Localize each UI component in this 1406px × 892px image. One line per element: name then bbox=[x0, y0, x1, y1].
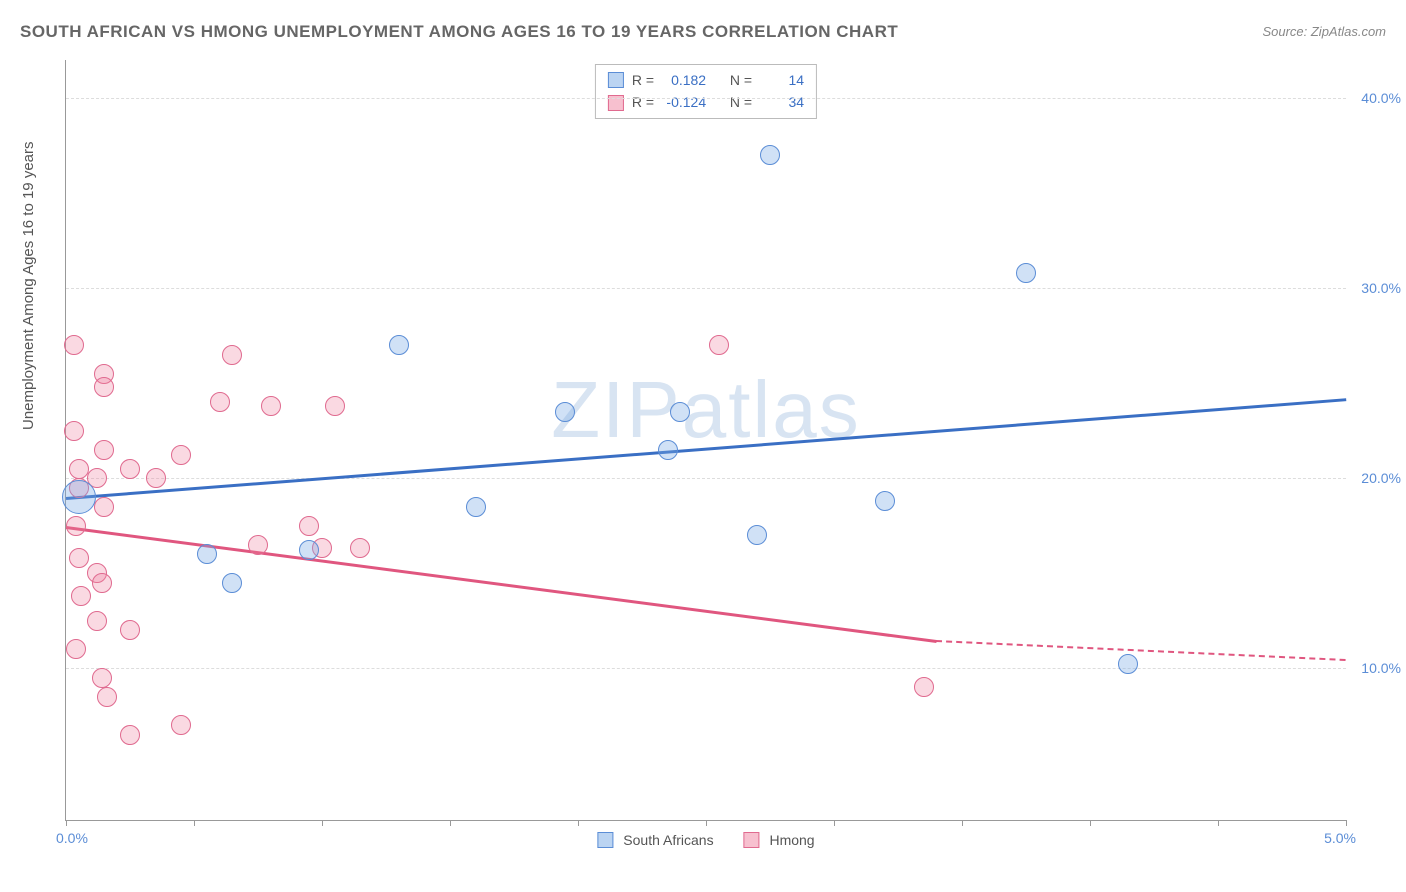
data-point bbox=[69, 459, 89, 479]
data-point bbox=[97, 687, 117, 707]
legend-blue-r-value: 0.182 bbox=[662, 69, 706, 91]
data-point bbox=[248, 535, 268, 555]
y-tick-label: 10.0% bbox=[1351, 660, 1401, 676]
y-tick-label: 20.0% bbox=[1351, 470, 1401, 486]
x-tick bbox=[194, 820, 195, 826]
data-point bbox=[325, 396, 345, 416]
x-tick bbox=[962, 820, 963, 826]
x-tick bbox=[1346, 820, 1347, 826]
data-point bbox=[555, 402, 575, 422]
data-point bbox=[709, 335, 729, 355]
legend-pink-n-value: 34 bbox=[760, 91, 804, 113]
data-point bbox=[760, 145, 780, 165]
data-point bbox=[875, 491, 895, 511]
data-point bbox=[389, 335, 409, 355]
trend-line bbox=[936, 640, 1346, 661]
data-point bbox=[87, 611, 107, 631]
x-tick bbox=[706, 820, 707, 826]
trend-line bbox=[66, 526, 937, 642]
legend-item-hmong: Hmong bbox=[744, 832, 815, 848]
data-point bbox=[350, 538, 370, 558]
data-point bbox=[466, 497, 486, 517]
x-tick bbox=[834, 820, 835, 826]
data-point bbox=[146, 468, 166, 488]
gridline bbox=[66, 478, 1346, 479]
x-tick bbox=[1218, 820, 1219, 826]
legend-swatch-pink bbox=[608, 95, 624, 111]
data-point bbox=[62, 480, 96, 514]
data-point bbox=[69, 548, 89, 568]
x-tick-label: 5.0% bbox=[1324, 830, 1356, 846]
correlation-legend: R = 0.182 N = 14 R = -0.124 N = 34 bbox=[595, 64, 817, 119]
data-point bbox=[171, 715, 191, 735]
data-point bbox=[197, 544, 217, 564]
legend-row-pink: R = -0.124 N = 34 bbox=[608, 91, 804, 113]
legend-n-label: N = bbox=[730, 91, 752, 113]
data-point bbox=[120, 725, 140, 745]
legend-swatch-icon bbox=[744, 832, 760, 848]
data-point bbox=[94, 497, 114, 517]
trend-line bbox=[66, 398, 1346, 499]
data-point bbox=[914, 677, 934, 697]
data-point bbox=[94, 377, 114, 397]
gridline bbox=[66, 288, 1346, 289]
data-point bbox=[222, 573, 242, 593]
legend-blue-n-value: 14 bbox=[760, 69, 804, 91]
gridline bbox=[66, 668, 1346, 669]
data-point bbox=[94, 440, 114, 460]
legend-swatch-icon bbox=[597, 832, 613, 848]
x-tick bbox=[66, 820, 67, 826]
x-tick-label: 0.0% bbox=[56, 830, 88, 846]
legend-label: Hmong bbox=[769, 832, 814, 848]
source-label: Source: ZipAtlas.com bbox=[1262, 24, 1386, 39]
page-title: SOUTH AFRICAN VS HMONG UNEMPLOYMENT AMON… bbox=[20, 22, 898, 41]
legend-item-south-africans: South Africans bbox=[597, 832, 713, 848]
data-point bbox=[210, 392, 230, 412]
legend-row-blue: R = 0.182 N = 14 bbox=[608, 69, 804, 91]
x-tick bbox=[450, 820, 451, 826]
legend-label: South Africans bbox=[623, 832, 713, 848]
data-point bbox=[171, 445, 191, 465]
legend-n-label: N = bbox=[730, 69, 752, 91]
series-legend: South Africans Hmong bbox=[597, 832, 814, 848]
x-tick bbox=[322, 820, 323, 826]
data-point bbox=[261, 396, 281, 416]
legend-swatch-blue bbox=[608, 72, 624, 88]
data-point bbox=[222, 345, 242, 365]
legend-pink-r-value: -0.124 bbox=[662, 91, 706, 113]
data-point bbox=[92, 668, 112, 688]
data-point bbox=[120, 459, 140, 479]
data-point bbox=[71, 586, 91, 606]
data-point bbox=[1118, 654, 1138, 674]
data-point bbox=[92, 573, 112, 593]
data-point bbox=[299, 516, 319, 536]
data-point bbox=[66, 639, 86, 659]
legend-r-label: R = bbox=[632, 69, 654, 91]
y-tick-label: 40.0% bbox=[1351, 90, 1401, 106]
data-point bbox=[120, 620, 140, 640]
gridline bbox=[66, 98, 1346, 99]
data-point bbox=[1016, 263, 1036, 283]
data-point bbox=[299, 540, 319, 560]
legend-r-label: R = bbox=[632, 91, 654, 113]
x-tick bbox=[578, 820, 579, 826]
y-tick-label: 30.0% bbox=[1351, 280, 1401, 296]
x-tick bbox=[1090, 820, 1091, 826]
data-point bbox=[658, 440, 678, 460]
data-point bbox=[66, 516, 86, 536]
data-point bbox=[64, 335, 84, 355]
y-axis-label: Unemployment Among Ages 16 to 19 years bbox=[20, 141, 37, 430]
scatter-plot: ZIPatlas R = 0.182 N = 14 R = -0.124 N =… bbox=[65, 60, 1346, 821]
watermark-text: ZIPatlas bbox=[551, 364, 860, 456]
data-point bbox=[64, 421, 84, 441]
data-point bbox=[747, 525, 767, 545]
data-point bbox=[670, 402, 690, 422]
